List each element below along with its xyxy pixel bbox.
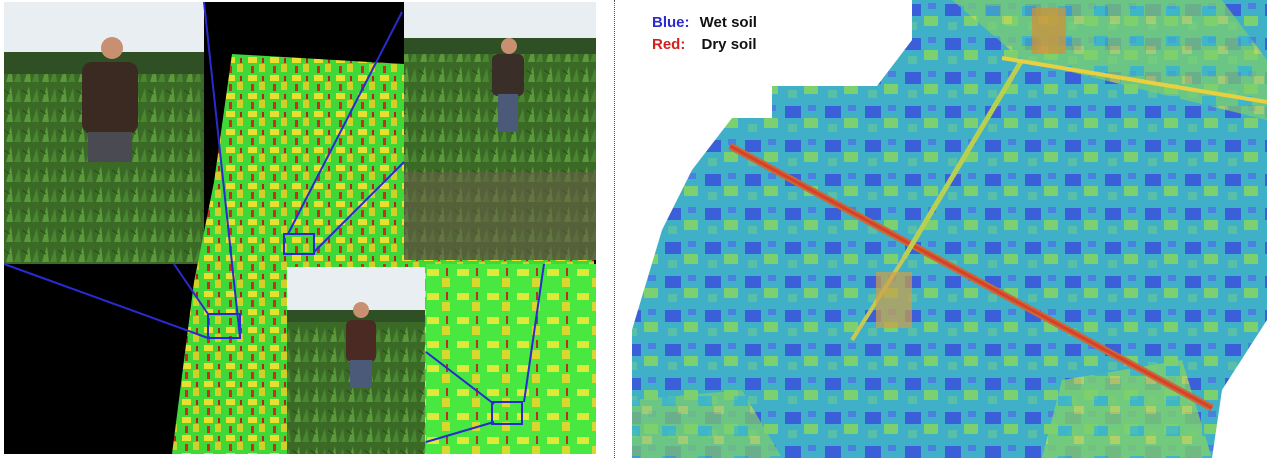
map-legend: Blue: Wet soil Red: Dry soil <box>652 14 757 53</box>
field-mosaic <box>632 0 1267 458</box>
zoom-indicator-lines <box>4 2 545 443</box>
legend-wet-key: Blue: <box>652 14 690 31</box>
dry-road-strips <box>728 8 1267 412</box>
legend-dry-key: Red: <box>652 36 685 53</box>
soil-moisture-map: Blue: Wet soil Red: Dry soil <box>632 0 1267 458</box>
ndvi-zoom-inset <box>426 264 596 454</box>
legend-dry: Red: Dry soil <box>652 36 757 53</box>
corn-field-photo-top-left <box>4 2 204 264</box>
panel-divider <box>614 0 615 458</box>
corn-field-photo-top-right <box>404 2 596 260</box>
ndvi-composite-panel <box>4 2 596 454</box>
legend-wet-label: Wet soil <box>700 14 757 31</box>
legend-wet: Blue: Wet soil <box>652 14 757 31</box>
ndvi-composite-image <box>4 2 596 454</box>
corn-field-photo-bottom <box>287 267 425 454</box>
soil-moisture-map-panel: Blue: Wet soil Red: Dry soil <box>622 0 1267 458</box>
legend-dry-label: Dry soil <box>702 36 757 53</box>
